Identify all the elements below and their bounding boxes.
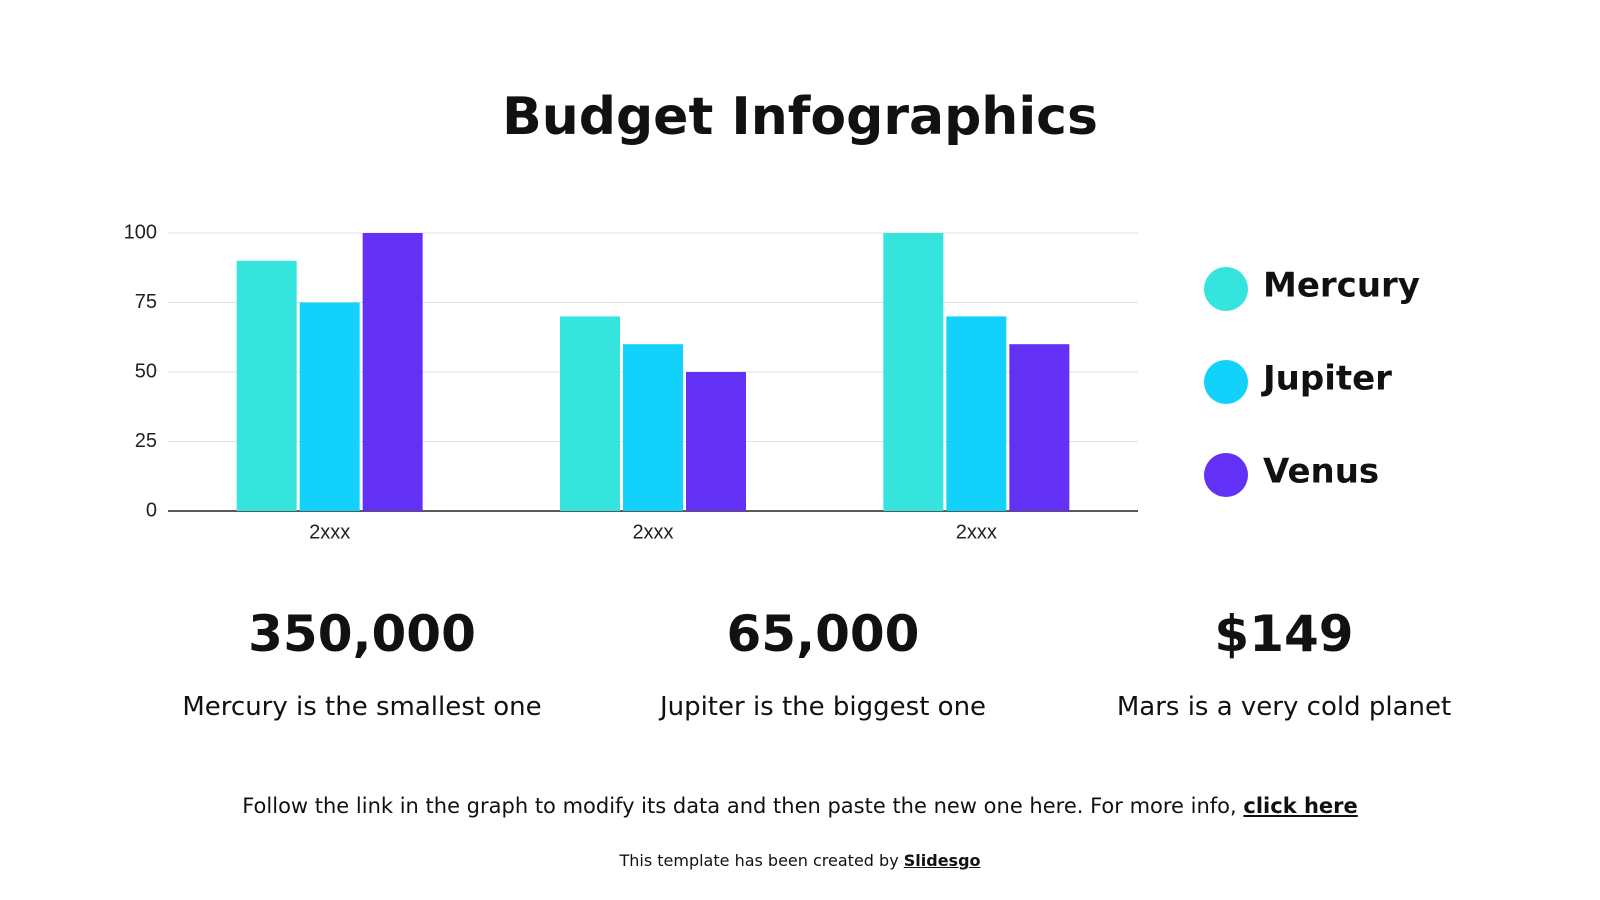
bar	[560, 316, 620, 511]
legend-label: Jupiter	[1261, 359, 1392, 399]
bar	[686, 372, 746, 511]
footer-link[interactable]: click here	[1243, 794, 1358, 818]
bar	[623, 344, 683, 511]
y-tick-label: 50	[135, 360, 157, 382]
bar	[946, 316, 1007, 511]
legend-label: Venus	[1263, 452, 1379, 492]
stat-value: 65,000	[726, 605, 920, 663]
credit-link[interactable]: Slidesgo	[903, 851, 981, 870]
bar	[299, 302, 360, 511]
stat-text: Mars is a very cold planet	[1116, 692, 1452, 722]
bar	[362, 233, 423, 511]
slide-title: Budget Infographics	[502, 87, 1098, 147]
legend-marker	[1204, 267, 1248, 311]
legend-marker	[1204, 453, 1248, 497]
legend-label: Mercury	[1263, 266, 1420, 306]
stat-text: Mercury is the smallest one	[182, 692, 542, 722]
credit-text: This template has been created by	[619, 851, 899, 870]
footer-text: Follow the link in the graph to modify i…	[242, 794, 1237, 818]
y-tick-label: 25	[135, 430, 157, 452]
x-tick-label: 2xxx	[632, 521, 673, 543]
credit: This template has been created by Slides…	[0, 851, 1600, 870]
footer: Follow the link in the graph to modify i…	[0, 794, 1600, 818]
stat-value: 350,000	[248, 605, 476, 663]
stat-text: Jupiter is the biggest one	[659, 692, 987, 722]
legend-marker	[1204, 360, 1248, 404]
bar	[883, 233, 944, 511]
y-tick-label: 0	[146, 499, 157, 521]
stat-value: $149	[1214, 605, 1354, 663]
bar	[1009, 344, 1070, 511]
y-tick-label: 75	[135, 291, 157, 313]
x-tick-label: 2xxx	[309, 521, 350, 543]
y-tick-label: 100	[124, 221, 157, 243]
x-tick-label: 2xxx	[956, 521, 997, 543]
bar	[236, 260, 297, 511]
